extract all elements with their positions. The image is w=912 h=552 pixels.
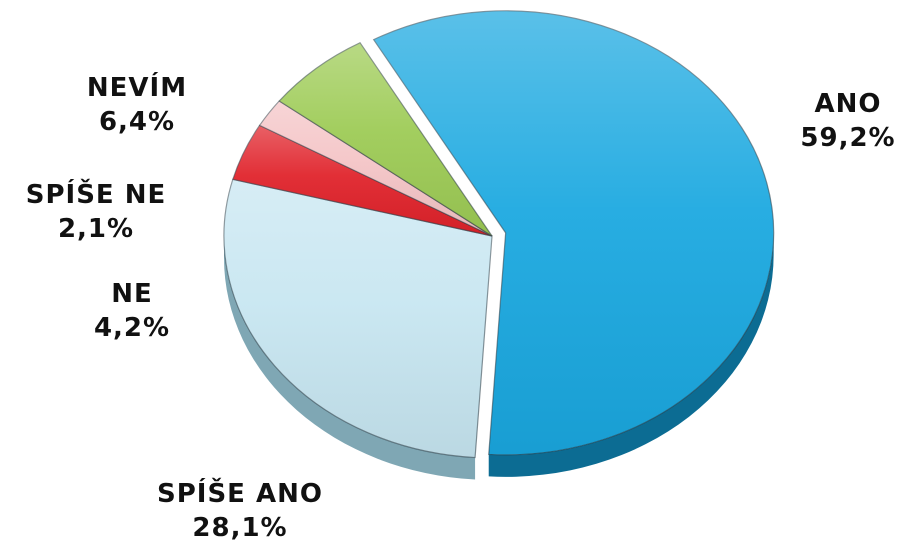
slice-label-value: 4,2% bbox=[94, 313, 170, 343]
slice-label-sp-e-ano: SPÍŠE ANO 28,1% bbox=[157, 477, 323, 543]
pie-slice-gloss-nev-m bbox=[279, 42, 492, 236]
pie-tops bbox=[223, 10, 775, 459]
slice-label-name: SPÍŠE NE bbox=[26, 178, 167, 210]
pie-side-sp-e-ano bbox=[224, 236, 476, 480]
slice-label-value: 28,1% bbox=[192, 513, 287, 543]
pie-slice-gloss-ano bbox=[373, 10, 774, 455]
pie-slice-gloss-sp-e-ne bbox=[259, 100, 492, 236]
slice-label-name: ANO bbox=[815, 89, 882, 119]
slice-label-value: 2,1% bbox=[58, 214, 134, 244]
slice-label-nev-m: NEVÍM 6,4% bbox=[87, 71, 187, 137]
pie-slice-gloss-sp-e-ano bbox=[223, 179, 492, 458]
pie-labels: ANO 59,2% SPÍŠE ANO 28,1% NE 4,2% SPÍŠE NE 2,1%… bbox=[26, 71, 895, 543]
slice-label-ano: ANO 59,2% bbox=[800, 89, 895, 153]
slice-label-name: NE bbox=[111, 279, 153, 309]
slice-label-sp-e-ne: SPÍŠE NE 2,1% bbox=[26, 178, 167, 244]
slice-label-name: NEVÍM bbox=[87, 71, 187, 103]
pie-sides bbox=[224, 232, 774, 480]
slice-label-name: SPÍŠE ANO bbox=[157, 477, 323, 509]
slice-label-value: 6,4% bbox=[99, 107, 175, 137]
slice-label-ne: NE 4,2% bbox=[94, 279, 170, 343]
pie-slice-gloss-ne bbox=[232, 125, 493, 236]
slice-label-value: 59,2% bbox=[800, 123, 895, 153]
